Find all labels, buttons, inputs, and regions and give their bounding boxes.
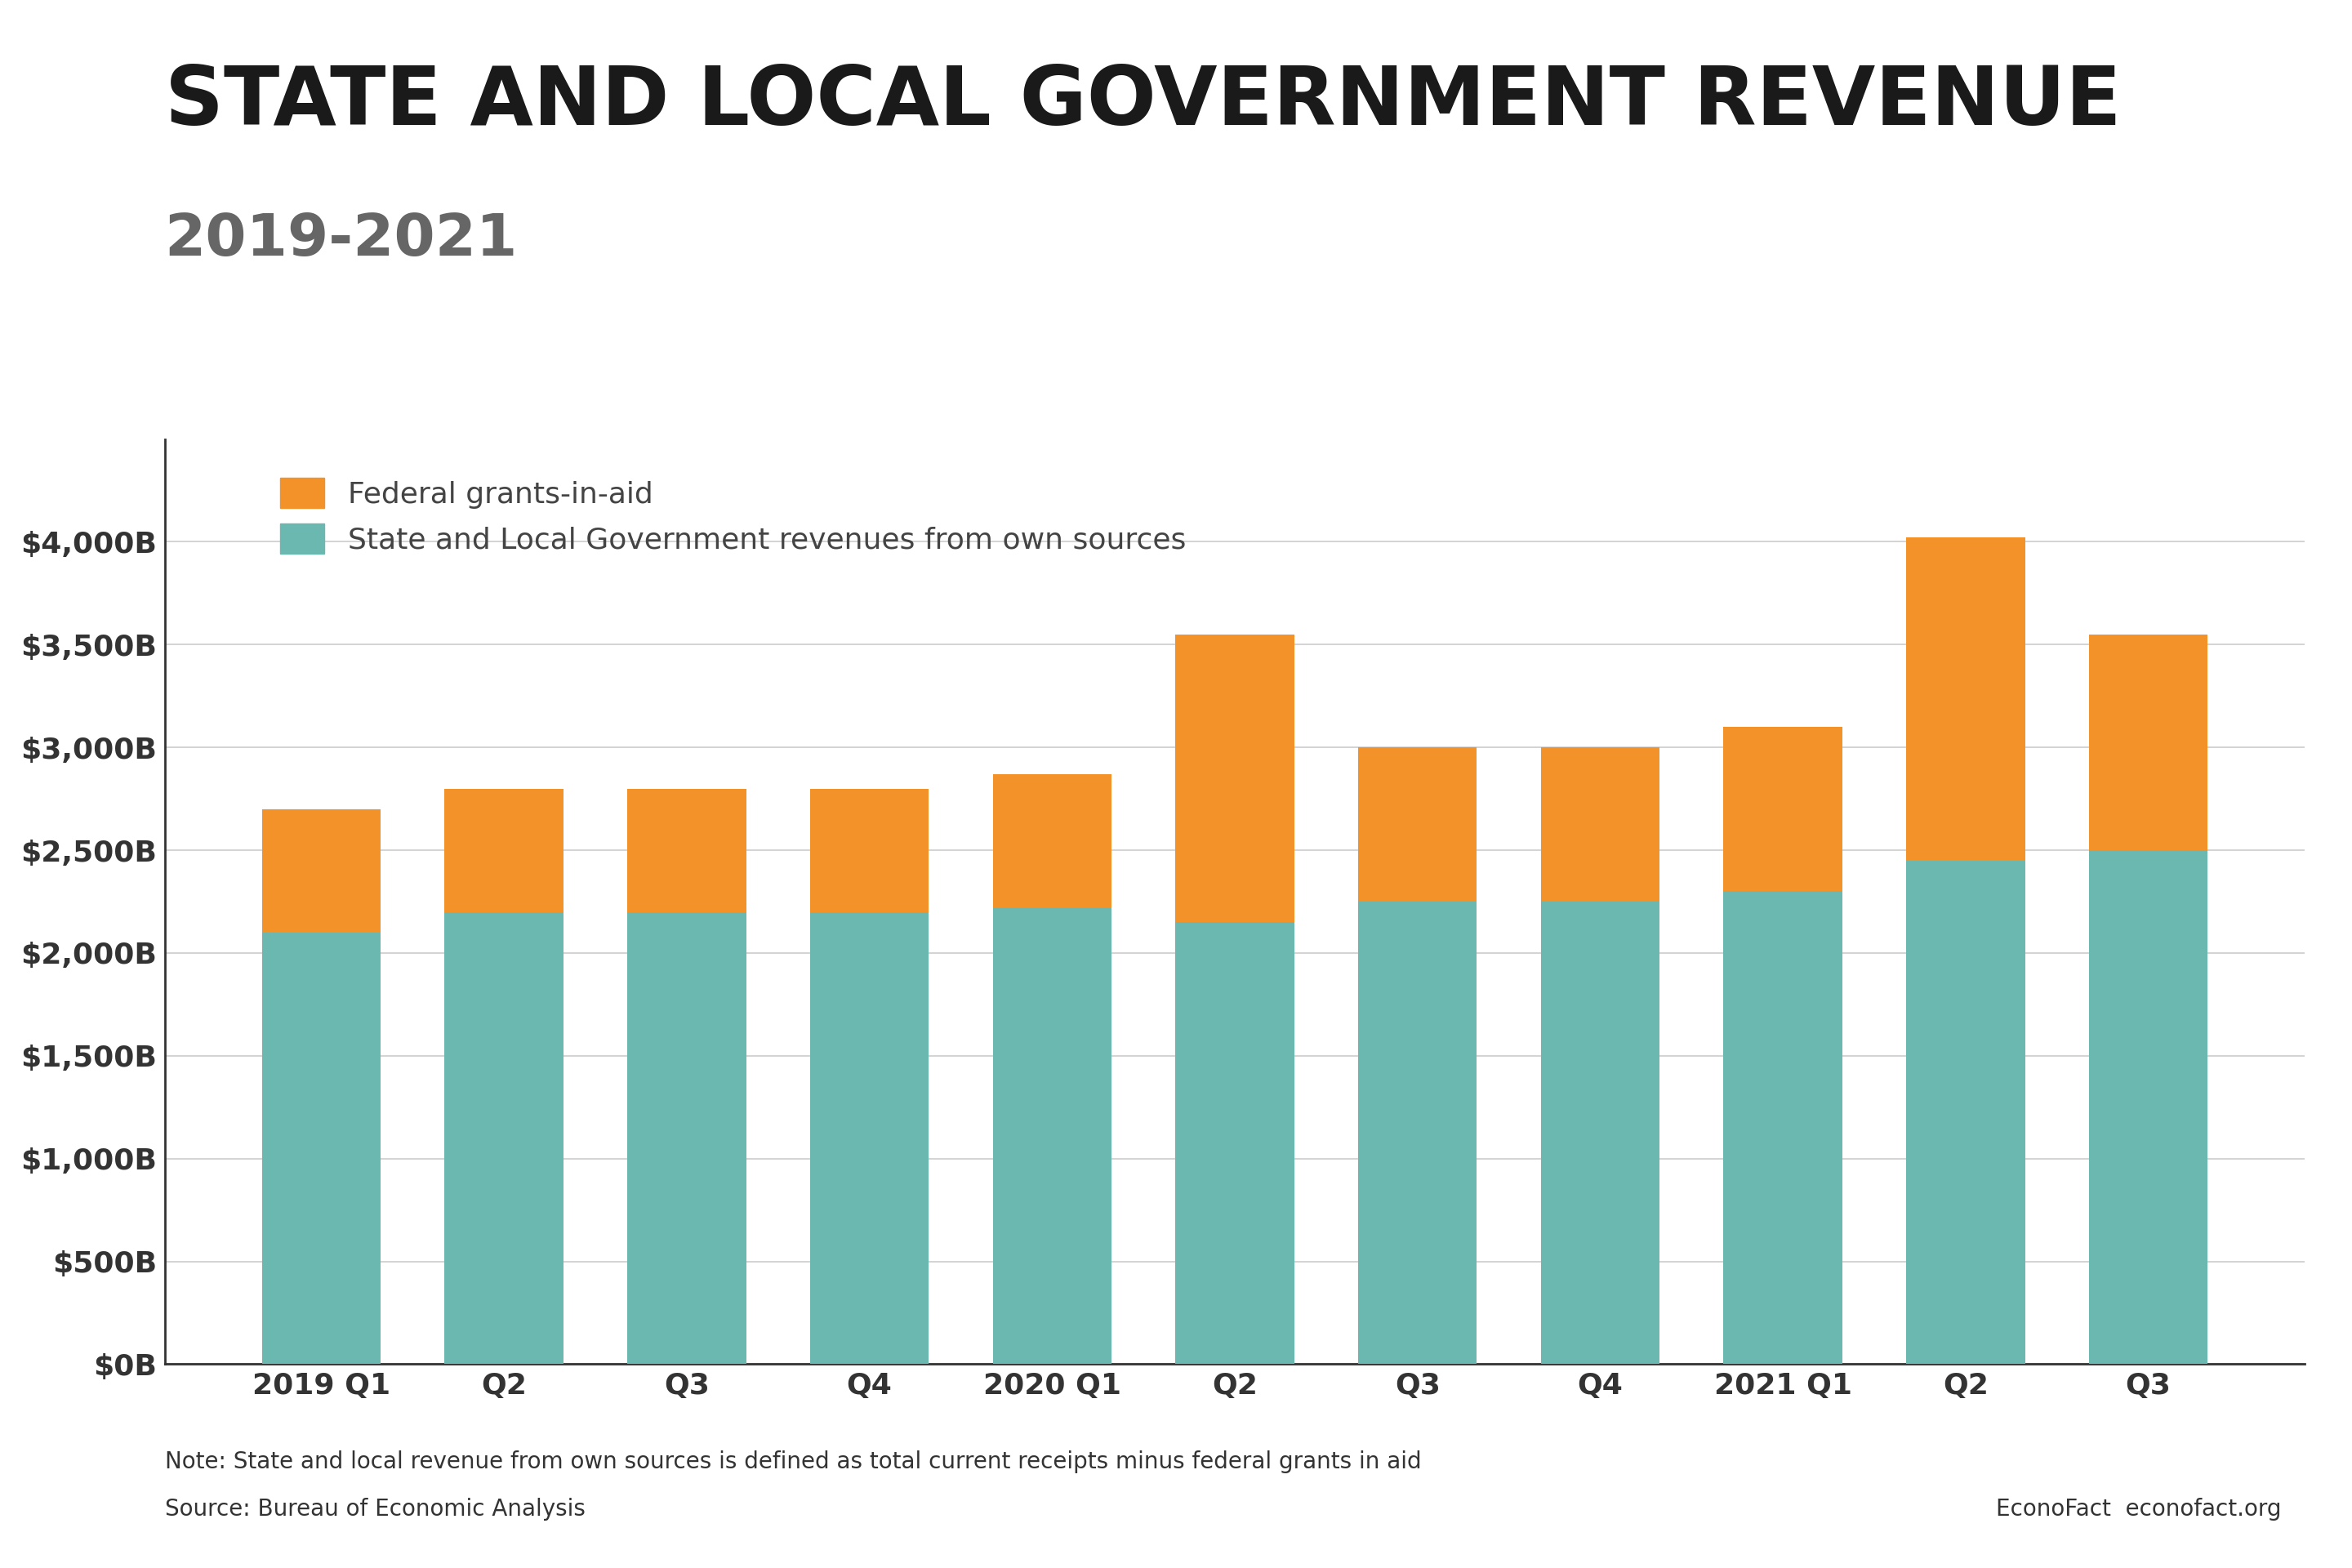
Text: STATE AND LOCAL GOVERNMENT REVENUE: STATE AND LOCAL GOVERNMENT REVENUE xyxy=(165,63,2122,143)
Bar xyxy=(1724,728,1842,891)
Bar xyxy=(1176,635,1294,922)
Legend: Federal grants-in-aid, State and Local Government revenues from own sources: Federal grants-in-aid, State and Local G… xyxy=(266,463,1200,569)
Text: 2019-2021: 2019-2021 xyxy=(165,212,517,268)
Bar xyxy=(1724,891,1842,1364)
Bar xyxy=(1905,538,2025,861)
Bar xyxy=(1357,748,1477,902)
Text: Note: State and local revenue from own sources is defined as total current recei: Note: State and local revenue from own s… xyxy=(165,1450,1421,1474)
Bar xyxy=(1357,902,1477,1364)
Bar xyxy=(809,789,929,913)
Text: Source: Bureau of Economic Analysis: Source: Bureau of Economic Analysis xyxy=(165,1497,586,1521)
Bar xyxy=(445,789,564,913)
Y-axis label: Dollars: Dollars xyxy=(0,839,2,964)
Bar xyxy=(1541,748,1661,902)
Bar xyxy=(993,908,1112,1364)
Bar xyxy=(2089,635,2209,850)
Bar xyxy=(628,913,746,1364)
Text: EconoFact  econofact.org: EconoFact econofact.org xyxy=(1997,1497,2281,1521)
Bar xyxy=(993,775,1112,908)
Bar xyxy=(2089,850,2209,1364)
Bar xyxy=(261,933,381,1364)
Bar xyxy=(628,789,746,913)
Bar xyxy=(809,913,929,1364)
Bar xyxy=(445,913,564,1364)
Bar xyxy=(1541,902,1661,1364)
Bar xyxy=(261,809,381,933)
Bar xyxy=(1176,922,1294,1364)
Bar xyxy=(1905,861,2025,1364)
